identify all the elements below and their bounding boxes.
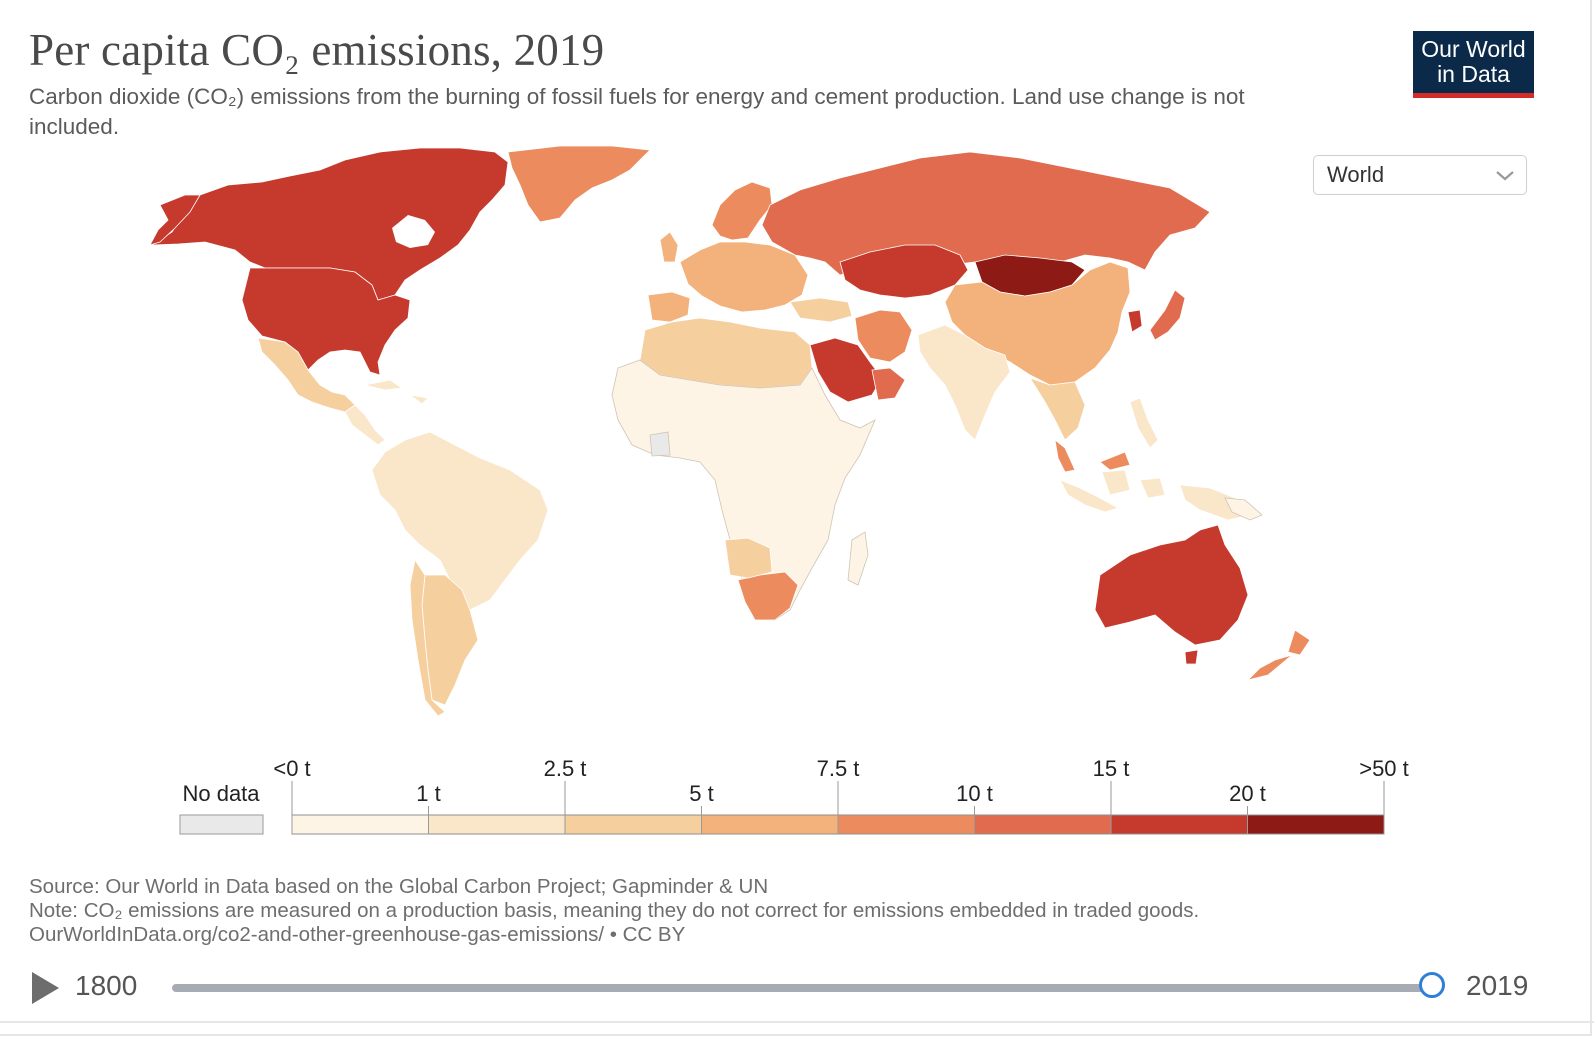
region-select-value: World (1327, 162, 1385, 187)
country-uae-oman[interactable] (871, 367, 906, 401)
country-brazil[interactable] (371, 431, 549, 611)
country-alaska[interactable] (149, 194, 201, 246)
play-icon[interactable] (32, 972, 59, 1004)
region-caribbean[interactable] (364, 379, 429, 405)
country-philippines[interactable] (1129, 397, 1159, 449)
legend-bin[interactable] (291, 814, 429, 835)
country-madagascar[interactable] (847, 531, 869, 586)
country-russia[interactable] (761, 151, 1211, 276)
chart-footer: Source: Our World in Data based on the G… (29, 875, 1199, 947)
country-indonesia[interactable] (1059, 469, 1251, 521)
legend-bin[interactable] (1110, 814, 1248, 835)
legend-bin[interactable] (564, 814, 702, 835)
country-japan[interactable] (1149, 289, 1186, 341)
country-iran[interactable] (854, 309, 913, 363)
legend-tick-label: 1 t (416, 781, 440, 806)
color-legend: <0 t 1 t 2.5 t 5 t 7.5 t 10 t 15 t 20 t >50 t No… (179, 756, 1409, 835)
region-western-europe[interactable] (679, 241, 809, 313)
country-botswana-namibia[interactable] (724, 537, 773, 579)
country-new-zealand[interactable] (1246, 629, 1311, 681)
logo-line-1: Our World (1421, 36, 1526, 62)
region-scandinavia[interactable] (711, 181, 773, 241)
legend-tick-label: 7.5 t (817, 756, 860, 781)
legend-bin[interactable] (837, 814, 975, 835)
timeline-start-year[interactable]: 1800 (75, 970, 138, 1001)
country-south-korea[interactable] (1127, 309, 1143, 333)
legend-bin[interactable] (1247, 814, 1385, 835)
country-india[interactable] (917, 324, 1011, 441)
legend-tick-label: >50 t (1359, 756, 1409, 781)
region-sub-saharan-africa[interactable] (611, 359, 876, 621)
country-australia[interactable] (1094, 524, 1249, 646)
country-malaysia[interactable] (1054, 439, 1131, 473)
country-no-data[interactable] (649, 431, 671, 457)
source-note: Source: Our World in Data based on the G… (29, 875, 769, 898)
hudson-bay (392, 215, 435, 248)
logo-line-2: in Data (1437, 61, 1510, 87)
timeline-track[interactable] (172, 984, 1434, 992)
world-map[interactable] (0, 0, 1594, 760)
owid-logo[interactable]: Our World in Data (1413, 31, 1534, 98)
legend-bin[interactable] (974, 814, 1112, 835)
bottom-tab-strip (0, 1021, 1594, 1023)
legend-bin[interactable] (701, 814, 839, 835)
methodology-note: Note: CO₂ emissions are measured on a pr… (29, 899, 1200, 922)
legend-tick-label: <0 t (273, 756, 310, 781)
timeline-end-year[interactable]: 2019 (1466, 970, 1529, 1001)
legend-bin[interactable] (428, 814, 566, 835)
region-select[interactable]: World (1313, 155, 1527, 195)
country-tasmania[interactable] (1184, 649, 1199, 665)
timeline: 1800 2019 (0, 960, 1594, 1020)
legend-tick-label: 10 t (956, 781, 993, 806)
chart-title: Per capita CO₂ emissions, 2019 (29, 25, 605, 75)
legend-tick-label: 15 t (1093, 756, 1130, 781)
country-papua-new-guinea[interactable] (1224, 497, 1263, 521)
chart-subtitle: Carbon dioxide (CO₂) emissions from the … (29, 84, 1245, 139)
legend-tick-label: 5 t (689, 781, 713, 806)
country-south-africa[interactable] (737, 571, 799, 621)
legend-no-data-swatch (179, 814, 264, 835)
country-iberia[interactable] (647, 291, 691, 323)
country-greenland[interactable] (507, 145, 651, 223)
region-central-america[interactable] (344, 404, 386, 446)
url-license[interactable]: OurWorldInData.org/co2-and-other-greenho… (29, 923, 686, 946)
region-southeast-asia[interactable] (1029, 377, 1086, 441)
chevron-down-icon (1496, 171, 1514, 181)
country-chile[interactable] (409, 558, 446, 717)
legend-tick-label: 2.5 t (544, 756, 587, 781)
country-uk[interactable] (659, 231, 679, 263)
legend-no-data-label: No data (182, 781, 260, 806)
timeline-handle[interactable] (1419, 972, 1445, 998)
legend-tick-label: 20 t (1229, 781, 1266, 806)
country-turkey[interactable] (789, 297, 853, 323)
legend-ticks: <0 t 1 t 2.5 t 5 t 7.5 t 10 t 15 t 20 t >50 t (273, 756, 1409, 834)
